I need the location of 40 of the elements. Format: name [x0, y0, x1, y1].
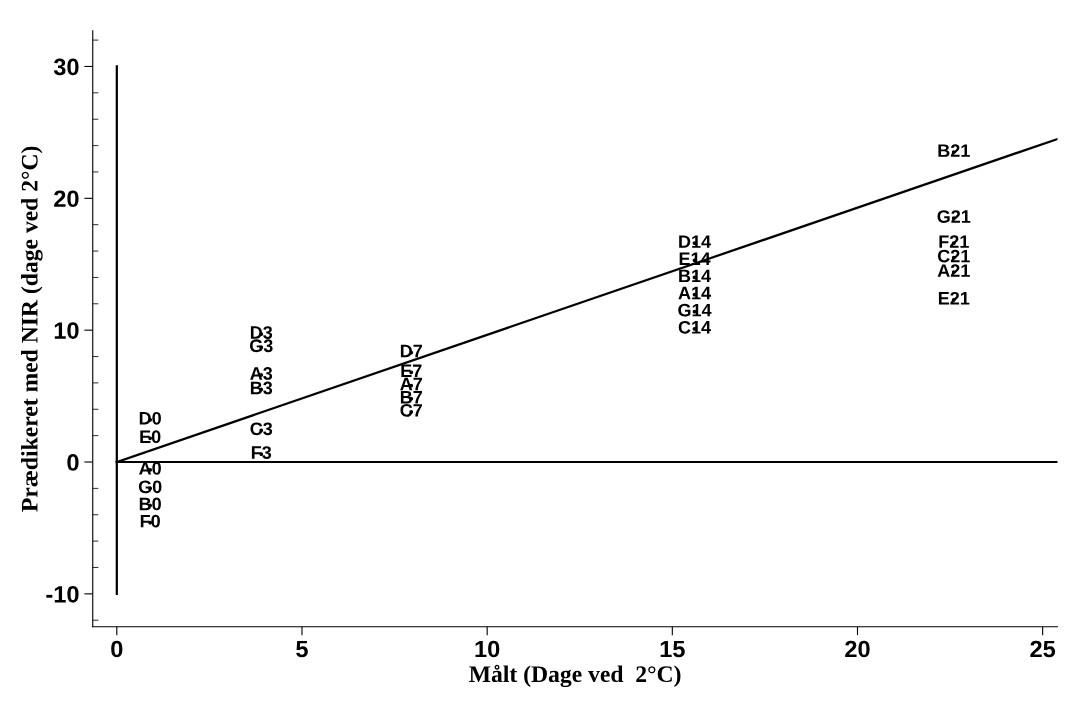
- data-label: D14: [679, 235, 712, 248]
- data-label: C3: [250, 422, 273, 436]
- data-label: A7: [400, 377, 422, 391]
- y-tick-label: 10: [54, 322, 79, 339]
- y-tick-label: 20: [54, 190, 79, 208]
- data-label: A3: [250, 367, 273, 380]
- data-label: A14: [678, 286, 712, 300]
- data-label: G21: [937, 210, 971, 223]
- data-label: B3: [250, 381, 273, 395]
- x-tick-label: 20: [845, 640, 870, 658]
- y-tick-label: 30: [53, 58, 79, 76]
- data-label: F21: [939, 235, 969, 248]
- data-label: D0: [139, 411, 161, 425]
- x-axis-title: Målt (Dage ved 2°C): [469, 664, 681, 688]
- x-tick-label: 5: [296, 640, 308, 658]
- data-label: G3: [249, 339, 273, 353]
- data-label: E21: [938, 291, 970, 305]
- y-tick-label: -10: [46, 585, 79, 603]
- data-label: G14: [678, 303, 712, 317]
- data-label: B21: [938, 144, 970, 157]
- y-tick-label: 0: [67, 454, 79, 471]
- x-tick-label: 10: [475, 640, 500, 658]
- data-label: B7: [400, 390, 422, 404]
- x-tick-label: 15: [660, 640, 685, 658]
- data-label: D7: [400, 344, 422, 358]
- data-label: F3: [251, 446, 272, 459]
- data-label: D3: [250, 326, 273, 339]
- data-label: A21: [937, 264, 970, 277]
- data-label: B0: [139, 497, 161, 511]
- data-label: G0: [138, 480, 162, 494]
- x-tick-label: 0: [111, 640, 123, 658]
- x-tick-label: 25: [1030, 640, 1056, 658]
- data-label: E0: [140, 430, 161, 444]
- data-label: C14: [678, 320, 712, 334]
- data-label: C7: [400, 403, 422, 417]
- data-label: F0: [140, 514, 160, 528]
- data-label: E7: [401, 364, 422, 378]
- y-axis-title: Prædikeret med NIR (dage ved 2°C): [21, 146, 43, 512]
- data-label: B14: [679, 269, 712, 283]
- data-label: C21: [937, 249, 970, 263]
